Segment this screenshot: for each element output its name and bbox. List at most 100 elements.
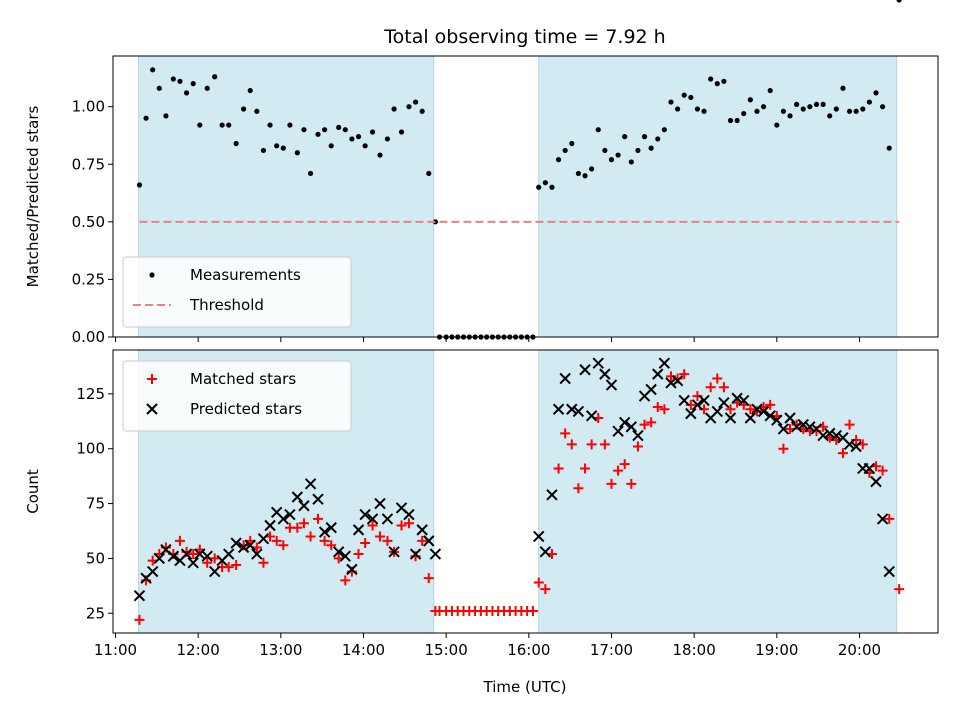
matched-point — [566, 439, 577, 450]
matched-point — [626, 478, 637, 489]
measurement-point — [549, 184, 555, 190]
x-tick-label: 17:00 — [590, 641, 633, 659]
measurement-point — [247, 87, 253, 94]
predicted-point — [304, 478, 317, 490]
measurement-point — [635, 147, 641, 154]
predicted-point — [251, 548, 263, 560]
predicted-point — [579, 364, 591, 376]
matched-point — [652, 402, 663, 413]
matched-point — [326, 540, 337, 551]
predicted-point — [572, 405, 585, 418]
measurement-point — [163, 113, 169, 119]
measurement-point — [754, 108, 760, 114]
measurement-point — [846, 108, 853, 114]
count-panel: 25 50 75 100 125 11:00 12:00 13:00 14:00 15:00 16:… — [24, 349, 939, 659]
predicted-point — [731, 392, 743, 404]
matched-point — [223, 562, 234, 573]
predicted-point — [381, 513, 394, 525]
ratio-panel: 0.00 0.25 0.50 0.75 1.00 Matched/Predicted st… — [24, 0, 939, 346]
predicted-point — [691, 399, 704, 411]
measurement-point — [747, 97, 753, 103]
predicted-point — [751, 403, 763, 415]
series-measurements — [136, 0, 902, 340]
measurement-point — [807, 104, 813, 110]
matched-point — [298, 518, 309, 529]
measurement-point — [177, 78, 183, 84]
measurement-point — [143, 115, 149, 121]
measurement-point — [377, 152, 383, 158]
predicted-point — [366, 513, 379, 525]
predicted-point — [429, 548, 442, 560]
predicted-point — [533, 530, 545, 543]
predicted-point — [325, 521, 337, 534]
measurement-point — [727, 117, 734, 124]
measurement-point — [362, 143, 368, 149]
predicted-point — [612, 425, 624, 437]
measurement-point — [688, 94, 694, 101]
matched-point — [375, 531, 386, 542]
shaded-interval — [538, 55, 898, 338]
measurement-point — [183, 90, 190, 96]
matched-point — [712, 373, 723, 384]
measurement-point — [170, 76, 176, 82]
measurement-point — [694, 106, 701, 112]
matched-point — [367, 520, 378, 531]
matched-point — [396, 520, 407, 531]
matched-point — [403, 518, 414, 529]
matched-point — [718, 382, 729, 393]
predicted-point — [388, 546, 400, 558]
measurement-point — [615, 152, 621, 158]
measurement-point — [280, 145, 286, 151]
measurement-point — [562, 147, 568, 154]
measurement-point — [384, 136, 391, 142]
measurement-point — [287, 122, 293, 128]
predicted-point — [632, 429, 644, 442]
y-tick-label: 50 — [86, 549, 105, 567]
predicted-point — [817, 429, 829, 442]
matched-point — [209, 553, 220, 564]
measurement-point — [648, 145, 654, 151]
measurement-point — [741, 110, 747, 117]
measurement-point — [873, 90, 879, 96]
matched-point — [599, 439, 610, 450]
measurement-point — [426, 170, 432, 177]
matched-point — [705, 382, 716, 393]
matched-point — [580, 463, 591, 474]
measurement-point — [787, 113, 793, 119]
matched-point — [679, 369, 690, 380]
predicted-point — [764, 410, 776, 422]
predicted-point — [804, 421, 816, 433]
predicted-point — [678, 394, 690, 407]
measurement-point — [820, 101, 826, 107]
measurement-point — [398, 129, 405, 135]
legend-box — [122, 256, 352, 328]
measurement-point — [391, 106, 397, 112]
predicted-point — [284, 508, 296, 521]
measurement-point — [301, 127, 307, 133]
predicted-point — [876, 513, 889, 525]
measurement-point — [602, 147, 608, 154]
matched-point — [174, 535, 185, 546]
measurement-point — [827, 113, 833, 119]
predicted-point — [625, 421, 638, 433]
measurement-point — [774, 122, 780, 128]
matched-point — [382, 535, 393, 546]
measurement-point — [813, 101, 820, 107]
matched-point — [271, 535, 282, 546]
matched-point — [423, 573, 434, 584]
y-tick-label: 0.25 — [72, 270, 105, 288]
predicted-point — [658, 357, 671, 369]
measurement-point — [840, 85, 846, 91]
matched-point — [725, 404, 736, 415]
shaded-interval — [538, 349, 898, 634]
y-axis-title: Matched/Predicted stars — [24, 106, 42, 288]
measurement-point — [708, 76, 714, 82]
legend-label: Threshold — [189, 296, 264, 314]
chart-title: Total observing time = 7.92 h — [383, 26, 665, 48]
matched-point — [258, 557, 269, 568]
measurement-point — [254, 108, 260, 114]
measurement-point — [260, 147, 267, 154]
predicted-point — [585, 410, 598, 422]
x-tick-label: 12:00 — [177, 641, 220, 659]
